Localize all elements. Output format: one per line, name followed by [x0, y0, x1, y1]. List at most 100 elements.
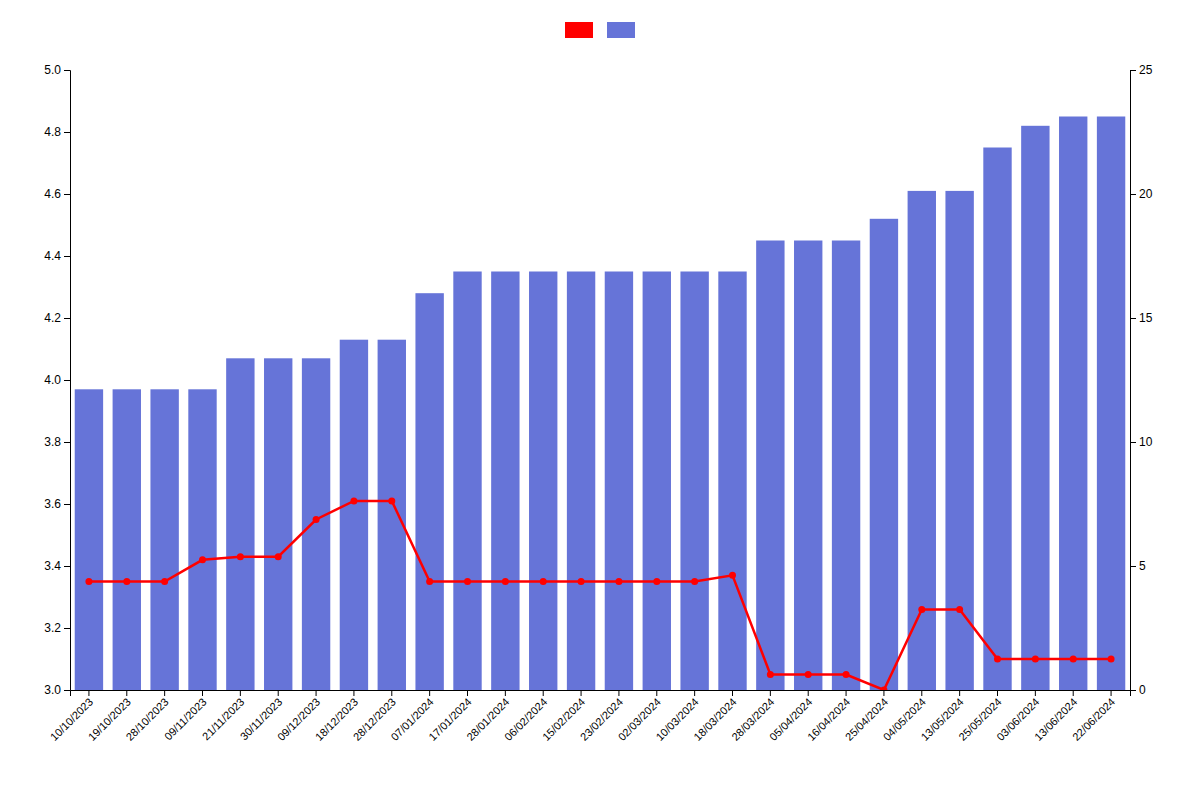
tick-mark: [126, 690, 127, 696]
tick-label: 5: [1139, 559, 1146, 573]
tick-mark: [1130, 690, 1136, 691]
tick-mark: [278, 690, 279, 696]
tick: 3.2: [44, 621, 70, 635]
tick-label: 4.6: [44, 187, 61, 201]
tick-label: 4.2: [44, 311, 61, 325]
tick-label: 3.2: [44, 621, 61, 635]
tick-mark: [64, 194, 70, 195]
bar: [415, 293, 443, 690]
line-marker: [843, 671, 850, 678]
bar: [1021, 126, 1049, 690]
bar: [680, 272, 708, 691]
tick-label: 4.8: [44, 125, 61, 139]
tick-mark: [64, 504, 70, 505]
tick-mark: [997, 690, 998, 696]
line-marker: [1108, 656, 1115, 663]
bar: [226, 358, 254, 690]
bar: [983, 148, 1011, 691]
tick-mark: [1130, 70, 1136, 71]
tick-mark: [1130, 194, 1136, 195]
tick-mark: [808, 690, 809, 696]
bar: [718, 272, 746, 691]
tick: 3.0: [44, 683, 70, 697]
tick-label: 5.0: [44, 63, 61, 77]
bar: [188, 389, 216, 690]
tick-mark: [240, 690, 241, 696]
legend-swatch: [607, 22, 635, 38]
line-marker: [388, 497, 395, 504]
tick: 22/06/2024: [1070, 690, 1117, 743]
tick-label: 15: [1139, 311, 1153, 325]
tick-mark: [1073, 690, 1074, 696]
tick-label: 22/06/2024: [1070, 696, 1117, 743]
line-marker: [880, 687, 887, 691]
line-marker: [1032, 656, 1039, 663]
tick-mark: [64, 132, 70, 133]
line-marker: [653, 578, 660, 585]
bar: [870, 219, 898, 690]
tick-mark: [618, 690, 619, 696]
line-marker: [502, 578, 509, 585]
tick: 0: [1130, 683, 1146, 697]
tick-label: 0: [1139, 683, 1146, 697]
bar: [150, 389, 178, 690]
tick-label: 20: [1139, 187, 1153, 201]
tick: 3.4: [44, 559, 70, 573]
line-marker: [1070, 656, 1077, 663]
line-marker: [464, 578, 471, 585]
tick-mark: [202, 690, 203, 696]
bar: [113, 389, 141, 690]
bar: [453, 272, 481, 691]
tick-label: 3.8: [44, 435, 61, 449]
y2-axis: 0 5 10 15 20 25: [1130, 63, 1153, 697]
tick: 5.0: [44, 63, 70, 77]
axis-line: [1131, 71, 1137, 691]
tick: 4.0: [44, 373, 70, 387]
tick-mark: [64, 380, 70, 381]
line-marker: [85, 578, 92, 585]
tick-mark: [1111, 690, 1112, 696]
line-marker: [426, 578, 433, 585]
tick-label: 3.4: [44, 559, 61, 573]
tick: 20: [1130, 187, 1153, 201]
tick-mark: [846, 690, 847, 696]
tick-mark: [1130, 442, 1136, 443]
line-marker: [918, 606, 925, 613]
line-marker: [615, 578, 622, 585]
tick-mark: [959, 690, 960, 696]
line-marker: [578, 578, 585, 585]
tick-mark: [429, 690, 430, 696]
tick-mark: [1035, 690, 1036, 696]
tick-mark: [921, 690, 922, 696]
line-series: [85, 497, 1114, 690]
tick: 10: [1130, 435, 1153, 449]
tick-mark: [64, 566, 70, 567]
line-marker: [350, 497, 357, 504]
legend: [565, 22, 635, 38]
bar-series: [75, 117, 1126, 691]
bar: [643, 272, 671, 691]
tick-mark: [391, 690, 392, 696]
bar: [264, 358, 292, 690]
tick-mark: [64, 442, 70, 443]
tick-mark: [64, 70, 70, 71]
line-marker: [161, 578, 168, 585]
tick-mark: [883, 690, 884, 696]
tick-mark: [164, 690, 165, 696]
line-marker: [691, 578, 698, 585]
tick-mark: [64, 628, 70, 629]
tick: 25: [1130, 63, 1153, 77]
chart: 10/10/202319/10/202328/10/202309/11/2023…: [0, 0, 1200, 800]
tick-mark: [505, 690, 506, 696]
line: [89, 501, 1111, 690]
line-marker: [123, 578, 130, 585]
tick-mark: [353, 690, 354, 696]
tick-label: 10: [1139, 435, 1153, 449]
tick: 4.4: [44, 249, 70, 263]
tick: 15: [1130, 311, 1153, 325]
tick-mark: [543, 690, 544, 696]
bar: [529, 272, 557, 691]
line-marker: [994, 656, 1001, 663]
tick: 4.8: [44, 125, 70, 139]
plot: 10/10/202319/10/202328/10/202309/11/2023…: [44, 63, 1152, 743]
